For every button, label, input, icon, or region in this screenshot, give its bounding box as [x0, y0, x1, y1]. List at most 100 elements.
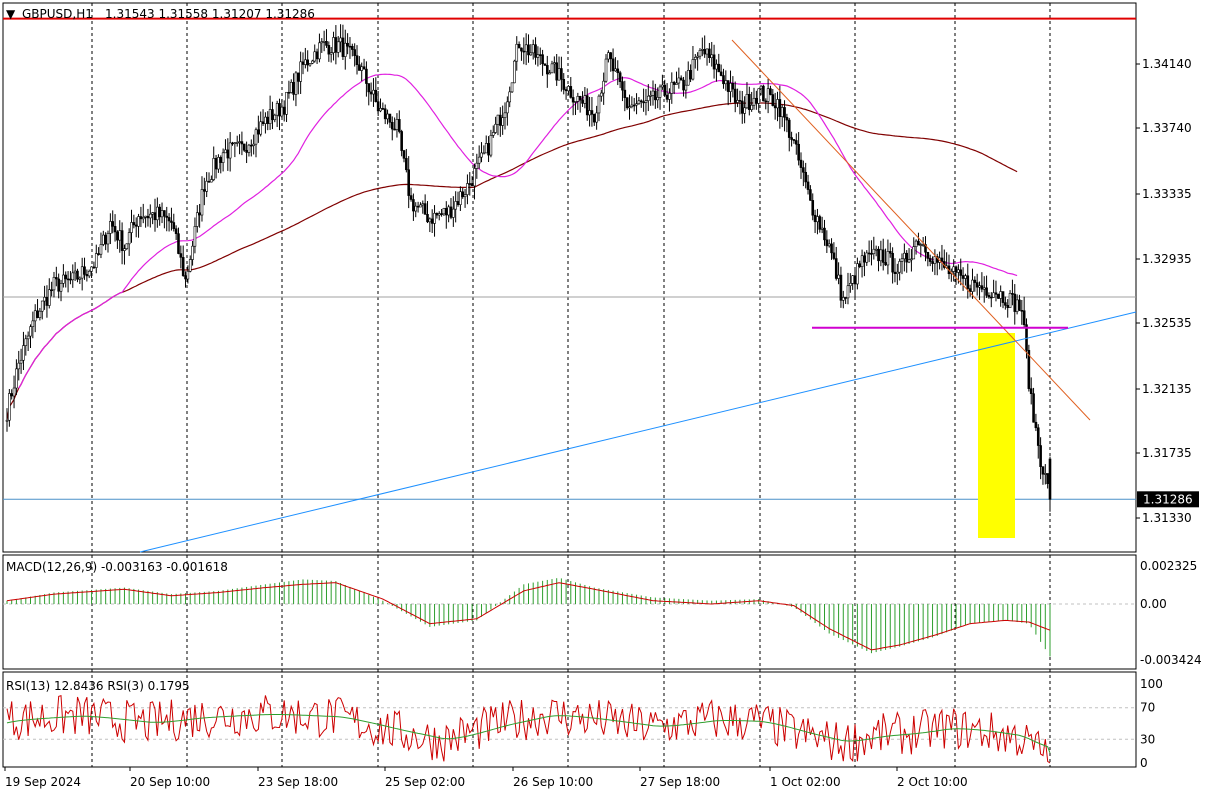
candle-body [414, 205, 418, 212]
candle-body [609, 52, 613, 60]
candle-body [437, 213, 441, 216]
price-axis: 1.34140 1.33740 1.33335 1.32935 1.32535 1.321… [1136, 57, 1199, 525]
candle-body [679, 77, 683, 81]
candle-body [851, 275, 854, 284]
candle-body [125, 243, 129, 249]
candle-body [670, 81, 674, 94]
candle-body [120, 230, 124, 251]
candle-body [153, 212, 157, 221]
candle-body [881, 249, 885, 263]
candle-body [712, 54, 716, 70]
rsi-tick-label: 30 [1140, 732, 1155, 746]
candle-body [59, 283, 63, 292]
candle-body [113, 226, 117, 233]
candle-body [123, 248, 126, 251]
candle-body [17, 362, 21, 370]
candle-body [898, 261, 901, 273]
candle-body [160, 210, 164, 218]
macd-tick-label: -0.003424 [1140, 653, 1202, 667]
candle-body [1020, 310, 1024, 312]
candle-body [459, 191, 462, 205]
candle-body [726, 80, 730, 92]
candle-body [931, 261, 934, 264]
candle-body [1039, 445, 1042, 467]
candle-body [524, 44, 528, 53]
candle-body [818, 216, 822, 230]
time-label: 25 Sep 02:00 [385, 775, 465, 789]
candle-body [170, 220, 173, 223]
candle-body [557, 68, 561, 81]
price-tick-label: 1.32935 [1142, 252, 1192, 266]
candle-body [111, 221, 115, 227]
candle-body [245, 149, 248, 153]
candle-body [940, 257, 944, 262]
candle-body [823, 227, 826, 241]
overlays-back [6, 73, 1018, 538]
candle-body [968, 288, 972, 292]
candle-body [313, 51, 317, 62]
candle-body [1004, 302, 1007, 306]
candle-body [62, 274, 65, 284]
candle-body [621, 81, 624, 91]
candle-body [776, 99, 779, 109]
candle-body [163, 210, 166, 217]
candle-body [496, 114, 500, 125]
candle-body [395, 119, 399, 130]
candle-body [348, 45, 352, 48]
time-label: 1 Oct 02:00 [770, 775, 841, 789]
collapse-triangle-icon[interactable]: ▼ [6, 7, 16, 21]
candle-body [480, 152, 483, 158]
candle-body [569, 86, 573, 98]
candle-body [134, 224, 138, 227]
candle-body [959, 269, 963, 276]
time-label: 23 Sep 18:00 [258, 775, 338, 789]
candle-body [191, 245, 194, 260]
candle-body [473, 168, 476, 187]
candle-body [794, 140, 798, 145]
candle-body [799, 159, 803, 168]
candle-body [597, 95, 601, 114]
candle-body [29, 326, 32, 337]
candle-body [266, 116, 270, 124]
candle-body [550, 63, 554, 74]
candle-body [816, 216, 819, 223]
candle-body [118, 230, 122, 241]
candle-body [564, 89, 568, 92]
candle-body [334, 37, 338, 53]
candle-body [177, 233, 180, 254]
rsi-pane: 100 70 30 0 [3, 677, 1163, 770]
candle-body [106, 233, 110, 245]
candle-body [703, 49, 706, 55]
candle-body [294, 72, 298, 95]
symbol-label: GBPUSD,H1 [22, 7, 93, 21]
candle-body [675, 82, 678, 85]
candle-body [372, 89, 375, 95]
candle-body [698, 50, 702, 57]
candle-body [994, 292, 998, 295]
candle-body [360, 66, 364, 71]
candle-body [1044, 473, 1047, 475]
candle-body [912, 246, 916, 260]
candle-body [677, 77, 681, 84]
candle-body [820, 227, 824, 230]
candle-body [26, 335, 30, 340]
candle-body [771, 94, 775, 106]
candle-body [1008, 293, 1012, 308]
candle-body [522, 50, 526, 53]
candle-body [567, 86, 570, 92]
candle-body [896, 271, 899, 274]
candle-body [888, 251, 892, 254]
candle-body [811, 200, 815, 216]
candle-body [696, 55, 699, 58]
candle-body [748, 93, 751, 110]
candle-body [386, 113, 389, 120]
candle-body [1015, 299, 1019, 312]
candle-body [762, 85, 765, 102]
rsi-pane-frame [2, 671, 1137, 768]
candle-body [165, 215, 169, 218]
candle-body [329, 52, 333, 55]
time-label: 19 Sep 2024 [5, 775, 81, 789]
candle-body [642, 101, 645, 104]
candle-body [435, 212, 439, 216]
